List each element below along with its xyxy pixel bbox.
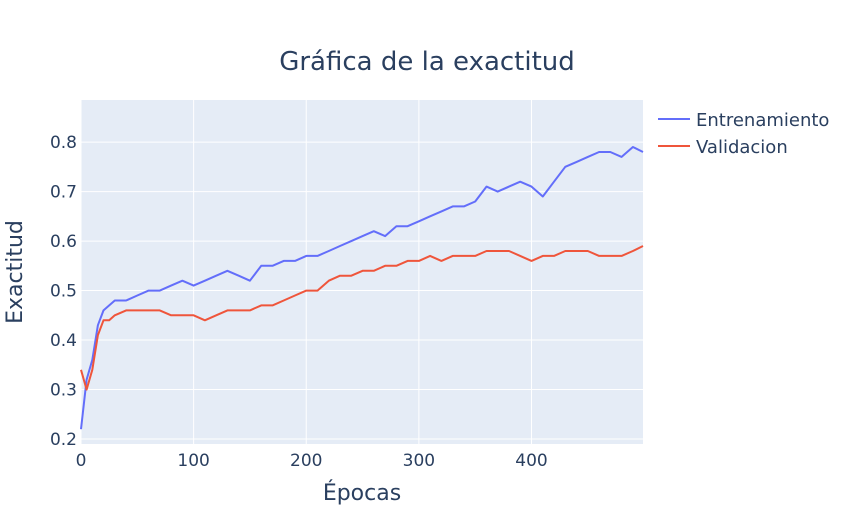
x-tick-label: 200 bbox=[290, 451, 322, 471]
y-tick-label: 0.6 bbox=[50, 232, 77, 252]
x-axis-title: Épocas bbox=[323, 480, 401, 506]
x-tick-label: 100 bbox=[177, 451, 209, 471]
series-line-2 bbox=[80, 245, 644, 391]
x-tick-label: 300 bbox=[403, 451, 435, 471]
legend-item[interactable]: Validacion bbox=[658, 137, 788, 158]
legend-label: Validacion bbox=[696, 137, 788, 158]
y-tick-label: 0.4 bbox=[50, 331, 77, 351]
y-tick-label: 0.7 bbox=[50, 183, 77, 203]
series-line-1 bbox=[80, 146, 644, 430]
y-tick-label: 0.8 bbox=[50, 133, 77, 153]
y-tick-label: 0.3 bbox=[50, 381, 77, 401]
x-tick-label: 0 bbox=[76, 451, 87, 471]
x-axis-ticks: 0 100 200 300 400 bbox=[76, 451, 548, 471]
legend-label: Entrenamiento bbox=[696, 110, 829, 131]
x-tick-label: 400 bbox=[515, 451, 547, 471]
y-tick-label: 0.2 bbox=[50, 430, 77, 450]
chart-title: Gráfica de la exactitud bbox=[279, 47, 575, 77]
y-axis-ticks: 0.2 0.3 0.4 0.5 0.6 0.7 0.8 bbox=[50, 133, 77, 450]
grid bbox=[80, 100, 643, 444]
series-layer bbox=[80, 146, 644, 430]
legend[interactable]: Entrenamiento Validacion bbox=[658, 110, 829, 158]
legend-item[interactable]: Entrenamiento bbox=[658, 110, 829, 131]
y-axis-title: Exactitud bbox=[3, 220, 28, 324]
y-tick-label: 0.5 bbox=[50, 282, 77, 302]
